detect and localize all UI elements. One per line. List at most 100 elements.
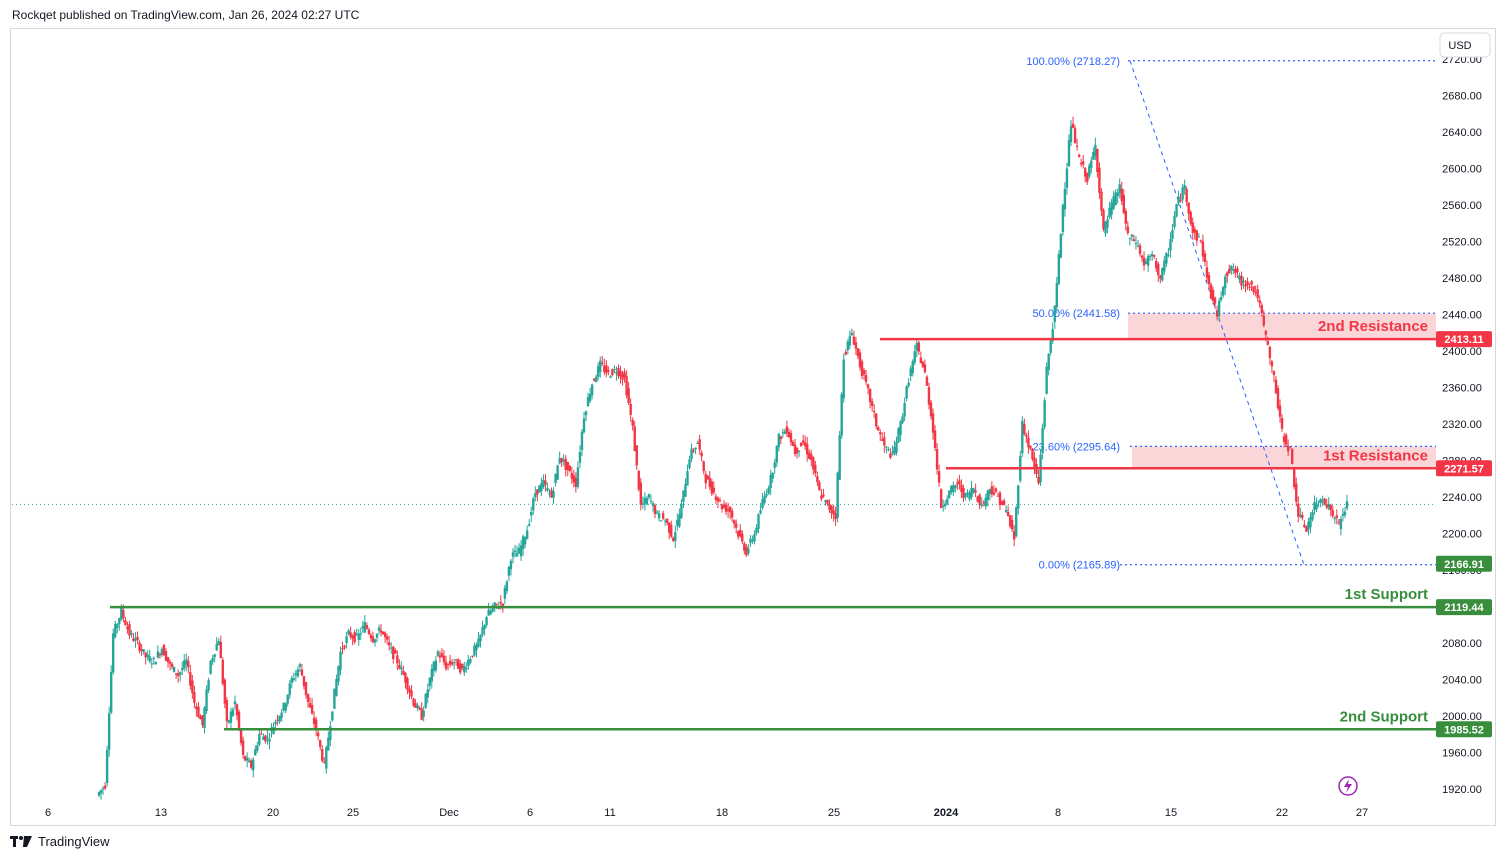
candle-body [635,445,638,466]
candle-body [517,547,521,554]
candle-body [994,488,998,492]
candle-body [1311,511,1314,520]
candle-body [592,378,596,381]
candle-body [952,485,955,492]
candle-body [1321,500,1324,502]
candle-body [511,552,515,557]
price-tag-label: 2413.11 [1444,334,1483,346]
candle-body [1244,284,1247,287]
candle-body [351,636,354,639]
candle-body [519,545,523,557]
candle-body [156,651,160,658]
candle-body [830,505,833,514]
candle-body [576,467,580,487]
candle-body [217,641,220,646]
y-tick-label: 2560.00 [1442,200,1482,212]
candle-body [767,487,770,494]
price-tag-label: 2271.57 [1444,463,1484,475]
candle-body [856,348,860,357]
candle-body [501,603,505,606]
candle-body [775,446,778,463]
candle-body [588,393,592,402]
candle-body [412,698,415,706]
x-tick-label: 2024 [934,807,959,819]
candle-body [960,484,963,492]
candle-body [1286,445,1290,452]
candle-body [1033,457,1036,468]
candle-body [954,485,957,489]
candle-body [1236,268,1239,273]
candle-body [672,537,675,541]
candle-body [191,680,194,694]
candle-body [686,471,689,486]
candle-body [1008,515,1012,527]
candle-body [668,522,671,533]
candle-body [162,644,166,656]
candle-body [1157,264,1160,276]
candle-body [1222,287,1225,296]
candle-body [950,486,953,493]
candle-body [734,523,738,528]
candle-body [394,650,397,654]
candle-body [1295,483,1298,502]
candle-body [806,443,809,455]
candle-body [781,432,785,434]
candle-body [929,402,933,417]
candle-body [148,656,151,662]
candle-body [739,529,742,537]
candle-body [712,487,716,493]
candle-body [605,365,608,374]
candle-body [832,510,835,515]
candle-body [976,496,979,502]
candle-body [548,492,551,494]
candle-body [897,428,900,443]
candle-body [627,388,630,404]
currency-button[interactable] [1439,32,1491,58]
candle-body [1297,503,1300,517]
candle-body [1240,275,1243,286]
candle-body [189,672,192,686]
y-tick-label: 2600.00 [1442,164,1482,176]
candle-body [237,711,241,729]
candle-body [913,351,916,363]
candle-body [992,492,996,495]
candle-body [706,475,709,480]
candle-body [377,627,381,631]
candle-body [1088,165,1091,177]
candle-body [1126,226,1130,233]
price-tag-label: 1985.52 [1444,724,1484,736]
candle-body [842,359,845,399]
candle-body [398,665,401,669]
candle-body [410,690,413,697]
candle-body [594,376,598,382]
tradingview-footer[interactable]: TradingView [10,834,110,849]
candle-body [1333,518,1337,520]
lightning-icon[interactable] [1338,776,1358,796]
candle-body [607,369,610,372]
candle-body [1262,315,1265,326]
candle-body [469,659,472,663]
candle-body [899,421,902,435]
candle-body [438,655,442,658]
candle-body [1197,236,1201,238]
fib-level-label: 50.00% (2441.58) [1033,308,1120,320]
candle-body [172,666,176,673]
y-tick-label: 2000.00 [1442,711,1482,723]
candle-body [333,688,336,709]
candle-body [304,682,308,695]
candle-body [862,370,866,375]
candle-body [426,689,429,698]
candle-body [822,494,825,497]
candle-body [1029,445,1032,449]
candle-body [1084,168,1087,177]
x-tick-label: 22 [1276,807,1288,819]
candle-body [1258,300,1261,304]
candle-body [132,638,135,641]
candle-body [1260,304,1263,314]
candle-body [1280,417,1284,429]
candle-body [1159,275,1162,279]
candle-body [631,419,634,426]
candle-body [107,713,111,750]
candle-body [231,709,235,716]
